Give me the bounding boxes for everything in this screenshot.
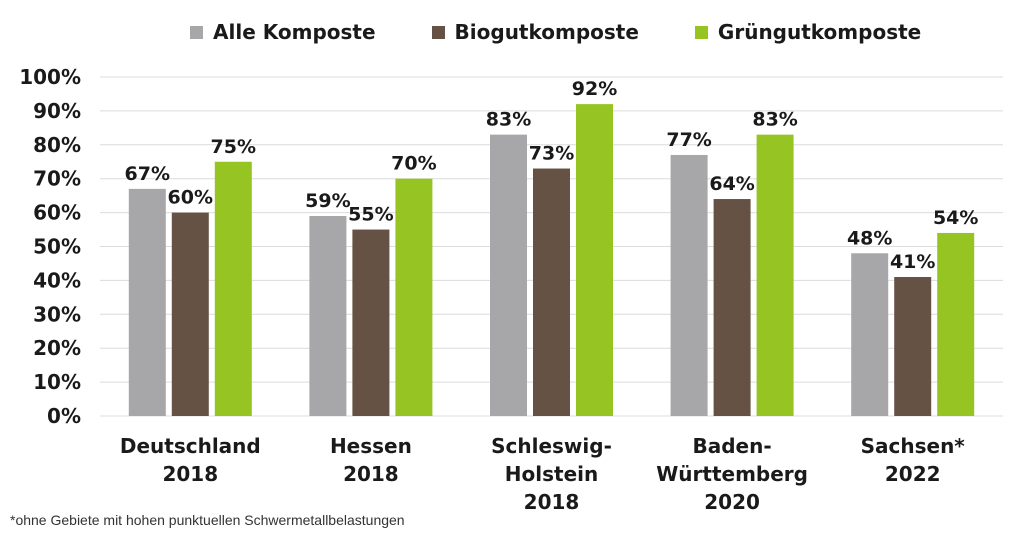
bar — [670, 154, 708, 416]
bar — [128, 188, 166, 416]
x-category-label: Holstein — [505, 462, 598, 486]
y-tick-label: 100% — [19, 65, 81, 89]
x-category-label: 2018 — [343, 462, 399, 486]
x-category-label: Baden- — [693, 434, 772, 458]
x-category-label: 2022 — [885, 462, 941, 486]
y-tick-label: 30% — [33, 302, 81, 326]
y-tick-label: 70% — [33, 167, 81, 191]
legend-label-alle: Alle Komposte — [213, 20, 376, 44]
bar — [894, 277, 932, 416]
x-category-label: 2020 — [704, 490, 760, 514]
y-tick-label: 40% — [33, 268, 81, 292]
bar — [214, 161, 252, 416]
x-category-label: Deutschland — [120, 434, 261, 458]
legend-item-alle: Alle Komposte — [190, 20, 376, 44]
data-label: 55% — [348, 204, 393, 226]
legend-item-gruengut: Grüngutkomposte — [694, 20, 922, 44]
bar — [713, 199, 751, 416]
data-label: 70% — [391, 153, 436, 175]
data-label: 75% — [211, 136, 256, 158]
data-label: 73% — [529, 143, 574, 165]
legend-label-biogut: Biogutkomposte — [454, 20, 639, 44]
legend-swatch-gruengut — [694, 25, 708, 39]
data-label: 59% — [305, 190, 350, 212]
bar — [352, 229, 390, 416]
bar — [171, 212, 209, 416]
x-category-label: 2018 — [162, 462, 218, 486]
y-tick-label: 50% — [33, 235, 81, 259]
bar — [395, 178, 433, 416]
x-category-label: 2018 — [524, 490, 580, 514]
chart-legend: Alle Komposte Biogutkomposte Grüngutkomp… — [190, 20, 921, 44]
data-label: 67% — [125, 163, 170, 185]
y-tick-label: 90% — [33, 99, 81, 123]
bar — [490, 134, 527, 416]
data-label: 83% — [486, 109, 531, 131]
x-category-label: Sachsen* — [861, 434, 966, 458]
bar — [309, 215, 347, 416]
y-tick-label: 60% — [33, 201, 81, 225]
data-label: 48% — [847, 227, 892, 249]
bar — [576, 104, 613, 417]
y-tick-label: 10% — [33, 370, 81, 394]
legend-label-gruengut: Grüngutkomposte — [717, 20, 922, 44]
footnote: *ohne Gebiete mit hohen punktuellen Schw… — [10, 512, 405, 528]
legend-item-biogut: Biogutkomposte — [431, 20, 639, 44]
data-label: 83% — [752, 109, 797, 131]
y-tick-label: 0% — [47, 404, 81, 428]
data-label: 92% — [572, 78, 617, 100]
bar — [756, 134, 794, 416]
x-category-label: Schleswig- — [491, 434, 612, 458]
x-category-label: Hessen — [330, 434, 412, 458]
bar — [851, 253, 889, 416]
legend-swatch-biogut — [431, 25, 445, 39]
data-label: 60% — [168, 187, 213, 209]
y-tick-label: 20% — [33, 336, 81, 360]
bar — [937, 232, 975, 416]
data-label: 64% — [709, 173, 754, 195]
data-label: 77% — [666, 129, 711, 151]
data-label: 54% — [933, 207, 978, 229]
legend-swatch-alle — [190, 25, 203, 39]
data-label: 41% — [890, 251, 935, 273]
bar — [533, 168, 570, 416]
y-tick-label: 80% — [33, 133, 81, 157]
x-category-label: Württemberg — [656, 462, 808, 486]
